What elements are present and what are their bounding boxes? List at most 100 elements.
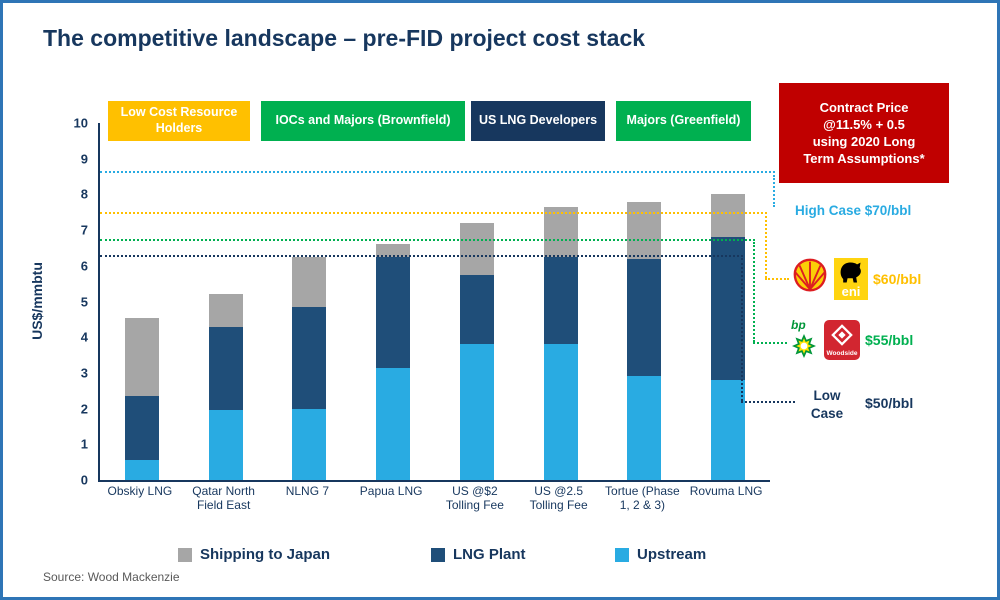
connector-55bbl-horizontal	[753, 342, 787, 344]
eni-logo-text: eni	[841, 283, 861, 299]
connector-60bbl-vertical	[765, 216, 767, 278]
y-tick-10: 10	[73, 115, 88, 131]
stacked-bar-5	[459, 123, 494, 480]
connector-high-case	[773, 175, 775, 207]
price-line-shell_eni	[100, 212, 767, 215]
legend-swatch-lng-plant	[431, 547, 445, 562]
legend-label-upstream: Upstream	[637, 546, 707, 563]
bar-column	[519, 123, 603, 480]
low-case-label: Low Case	[810, 388, 844, 421]
y-tick-7: 7	[80, 222, 88, 238]
bar-segment-lng-plant	[292, 306, 327, 409]
price-55-row: bp Woodside $55/bbl	[789, 319, 913, 361]
y-tick-0: 0	[80, 472, 88, 488]
price-line-low_case	[100, 254, 743, 257]
bar-segment-lng-plant	[208, 326, 243, 411]
bar-segment-lng-plant	[711, 237, 746, 381]
bar-column	[268, 123, 352, 480]
legend-item-shipping-to-japan: Shipping to Japan	[178, 546, 330, 563]
connector-low-case-horizontal	[741, 401, 795, 403]
legend-item-upstream: Upstream	[615, 546, 706, 563]
stacked-bar-3	[292, 123, 327, 480]
bar-segment-lng-plant	[459, 274, 494, 345]
bar-segment-lng-plant	[627, 258, 662, 377]
price-60-row: eni $60/bbl	[791, 257, 921, 300]
price-line-bp_woodside	[100, 238, 755, 241]
y-axis-label: US$/mmbtu	[29, 262, 45, 340]
bp-logo-text: bp	[791, 318, 806, 332]
contract-line-2: @11.5% + 0.5	[823, 116, 905, 132]
x-category-label: Papua LNG	[359, 484, 423, 498]
bar-column	[351, 123, 435, 480]
bar-segment-shipping-to-japan	[208, 294, 243, 327]
bars	[100, 123, 770, 480]
bar-segment-shipping-to-japan	[292, 256, 327, 307]
x-category-label: Obskiy LNG	[107, 484, 173, 498]
price-line-high_case	[100, 170, 775, 173]
y-tick-8: 8	[80, 186, 88, 202]
bar-segment-lng-plant	[124, 396, 159, 461]
bar-segment-upstream	[543, 344, 578, 480]
bar-segment-shipping-to-japan	[711, 194, 746, 238]
legend-label-shipping: Shipping to Japan	[200, 546, 330, 563]
x-axis-labels: Obskiy LNG Qatar North Field East NLNG 7 Pa…	[98, 484, 768, 513]
stacked-bar-1	[124, 123, 159, 480]
x-category-label: NLNG 7	[285, 484, 330, 498]
page-title: The competitive landscape – pre-FID proj…	[43, 25, 646, 51]
bar-segment-shipping-to-japan	[627, 201, 662, 259]
group-label-majors-greenfield: Majors (Greenfield)	[616, 101, 751, 141]
bar-segment-lng-plant	[376, 256, 411, 368]
group-label-us-lng-developers: US LNG Developers	[471, 101, 605, 141]
group-label-iocs-and-majors-brownfield: IOCs and Majors (Brownfield)	[261, 101, 465, 141]
bar-segment-lng-plant	[543, 256, 578, 345]
y-tick-1: 1	[80, 436, 88, 452]
bar-segment-upstream	[124, 460, 159, 480]
legend-swatch-shipping	[178, 547, 192, 562]
contract-line-4: Term Assumptions*	[803, 151, 925, 167]
price-60-label: $60/bbl	[873, 270, 922, 287]
price-55-label: $55/bbl	[865, 332, 914, 348]
stacked-bar-4	[376, 123, 411, 480]
x-category-label: Tortue (Phase 1, 2 & 3)	[605, 484, 680, 513]
price-50-label: $50/bbl	[865, 395, 914, 411]
woodside-logo: Woodside	[824, 320, 860, 360]
bar-segment-upstream	[376, 367, 411, 480]
y-tick-2: 2	[80, 401, 88, 417]
y-axis-ticks: 0 1 2 3 4 5 6 7 8 9 10	[58, 116, 92, 488]
stacked-bar-6	[543, 123, 578, 480]
bar-segment-upstream	[292, 408, 327, 480]
bar-column	[100, 123, 184, 480]
y-tick-4: 4	[80, 329, 88, 345]
y-tick-3: 3	[80, 365, 88, 381]
connector-low-case-vertical	[741, 258, 743, 401]
bar-column	[686, 123, 770, 480]
stacked-bar-8	[711, 123, 746, 480]
bar-segment-shipping-to-japan	[459, 222, 494, 275]
legend-item-lng-plant: LNG Plant	[431, 546, 526, 563]
x-category-label: Qatar North Field East	[192, 484, 255, 513]
contract-line-1: Contract Price	[819, 99, 909, 115]
woodside-logo-text: Woodside	[826, 350, 858, 357]
source-note: Source: Wood Mackenzie	[43, 570, 180, 584]
contract-price-box: Contract Price @11.5% + 0.5 using 2020 L…	[779, 83, 949, 183]
bar-column	[184, 123, 268, 480]
legend-label-lng-plant: LNG Plant	[453, 546, 526, 563]
shell-logo	[791, 257, 829, 300]
bar-segment-shipping-to-japan	[124, 317, 159, 397]
bar-column	[603, 123, 687, 480]
stacked-bar-2	[208, 123, 243, 480]
bar-segment-upstream	[711, 380, 746, 480]
x-category-label: US @$2 Tolling Fee	[445, 484, 504, 513]
bar-column	[435, 123, 519, 480]
bp-logo: bp	[789, 319, 819, 361]
connector-60bbl-horizontal	[765, 278, 789, 280]
stacked-bar-7	[627, 123, 662, 480]
x-category-label: Rovuma LNG	[689, 484, 763, 498]
y-tick-5: 5	[80, 294, 88, 309]
bar-segment-shipping-to-japan	[376, 244, 411, 257]
x-category-label: US @2.5 Tolling Fee	[529, 484, 588, 513]
high-case-label: High Case $70/bbl	[795, 203, 912, 218]
plot-area	[98, 123, 775, 482]
group-label-low-cost-resource-holders: Low Cost Resource Holders	[108, 101, 250, 141]
